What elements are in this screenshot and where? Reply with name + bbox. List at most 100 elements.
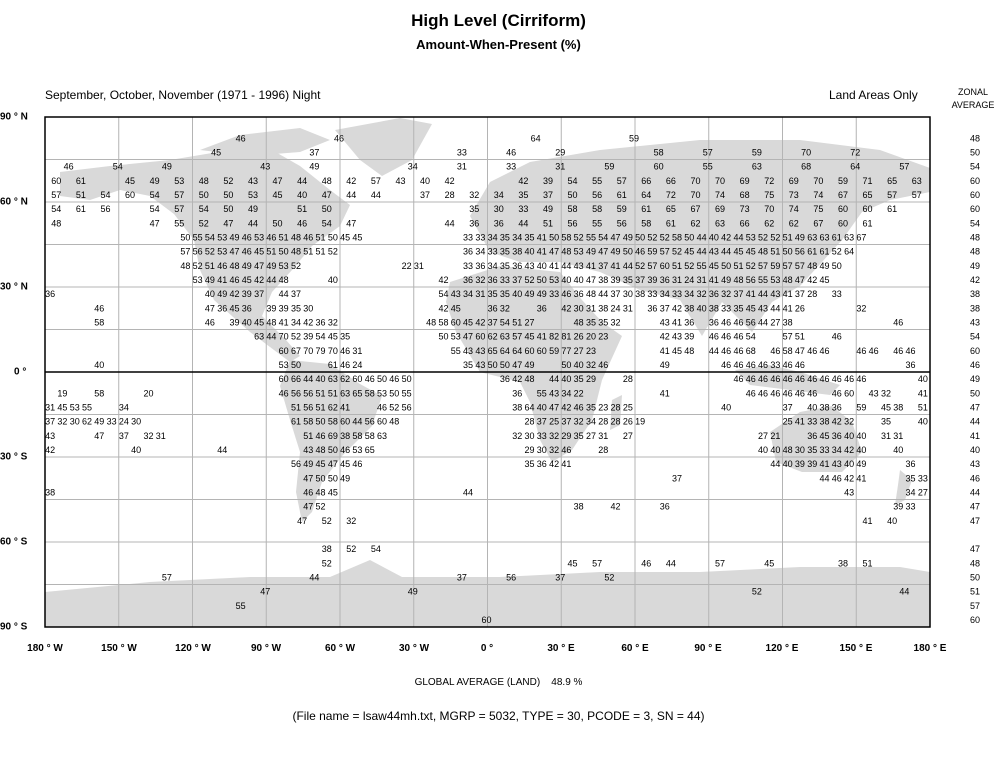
cell-value: 44 <box>518 218 528 228</box>
cell-value: 57 <box>180 247 190 257</box>
cell-value: 32 <box>549 431 559 441</box>
cell-value: 42 <box>445 176 455 186</box>
cell-value: 47 <box>795 275 805 285</box>
cell-value: 44 <box>733 232 743 242</box>
cell-value: 56 <box>365 417 375 427</box>
cell-value: 50 <box>377 374 387 384</box>
cell-value: 64 <box>500 346 510 356</box>
cell-value: 46 <box>770 388 780 398</box>
cell-value: 68 <box>801 162 811 172</box>
cell-value: 66 <box>291 374 301 384</box>
cell-value: 37 <box>561 417 571 427</box>
cell-value: 43 <box>475 360 485 370</box>
cell-value: 43 <box>463 346 473 356</box>
cell-value: 40 <box>561 275 571 285</box>
cell-value: 57 <box>703 147 713 157</box>
cell-value: 58 <box>672 232 682 242</box>
cell-value: 52 <box>770 232 780 242</box>
cell-value: 49 <box>150 176 160 186</box>
cell-value: 27 <box>770 317 780 327</box>
zonal-average-value: 60 <box>970 615 980 625</box>
cell-value: 48 <box>561 247 571 257</box>
cell-value: 27 <box>758 431 768 441</box>
cell-value: 57 <box>715 558 725 568</box>
cell-value: 36 <box>469 218 479 228</box>
cell-value: 44 <box>666 558 676 568</box>
cell-value: 61 <box>76 204 86 214</box>
cell-value: 45 <box>525 332 535 342</box>
cell-value: 45 <box>568 558 578 568</box>
cell-value: 52 <box>832 247 842 257</box>
global-average-value: 48.9 % <box>551 677 583 688</box>
cell-value: 37 <box>598 261 608 271</box>
cell-value: 51 <box>316 388 326 398</box>
cell-value: 52 <box>574 232 584 242</box>
cell-value: 52 <box>684 261 694 271</box>
cell-value: 46 <box>733 360 743 370</box>
cell-value: 27 <box>586 431 596 441</box>
cell-value: 32 <box>346 516 356 526</box>
cell-value: 50 <box>549 232 559 242</box>
cell-value: 51 <box>266 247 276 257</box>
zonal-average-value: 47 <box>970 544 980 554</box>
cell-value: 43 <box>758 303 768 313</box>
cell-value: 65 <box>863 190 873 200</box>
cell-value: 38 <box>512 402 522 412</box>
cell-value: 35 <box>574 374 584 384</box>
cell-value: 52 <box>758 232 768 242</box>
cell-value: 51 <box>543 218 553 228</box>
lat-label-60s: 60 ° S <box>0 536 28 548</box>
cell-value: 32 <box>611 317 621 327</box>
cell-value: 44 <box>248 218 258 228</box>
cell-value: 40 <box>893 445 903 455</box>
cell-value: 44 <box>623 261 633 271</box>
cell-value: 34 <box>906 487 916 497</box>
cell-value: 48 <box>758 247 768 257</box>
cell-value: 39 <box>230 317 240 327</box>
cell-value: 30 <box>537 445 547 455</box>
cell-value: 46 <box>832 332 842 342</box>
cell-value: 50 <box>402 374 412 384</box>
cell-value: 35 <box>463 360 473 370</box>
cell-value: 47 <box>322 190 332 200</box>
zonal-average-value: 38 <box>970 303 980 313</box>
cell-value: 56 <box>193 247 203 257</box>
cell-value: 50 <box>783 247 793 257</box>
cell-value: 30 <box>574 303 584 313</box>
cell-value: 49 <box>340 473 350 483</box>
cell-value: 40 <box>561 374 571 384</box>
cell-value: 46 <box>856 346 866 356</box>
lat-label-30s: 30 ° S <box>0 451 28 463</box>
zonal-average-value: 42 <box>970 275 980 285</box>
cell-value: 60 <box>838 218 848 228</box>
cell-value: 57 <box>912 190 922 200</box>
land-australia <box>770 406 862 472</box>
cell-value: 28 <box>598 445 608 455</box>
zonal-average-value: 51 <box>970 587 980 597</box>
land-africa <box>446 266 622 462</box>
cell-value: 54 <box>100 190 110 200</box>
cell-value: 33 <box>488 247 498 257</box>
cell-value: 46 <box>832 473 842 483</box>
cell-value: 48 <box>266 317 276 327</box>
cell-value: 34 <box>463 289 473 299</box>
cell-value: 33 <box>721 303 731 313</box>
cell-value: 46 <box>389 374 399 384</box>
land-madagascar <box>610 395 622 430</box>
cell-value: 36 <box>709 289 719 299</box>
zonal-average-value: 54 <box>970 218 980 228</box>
cell-value: 37 <box>555 572 565 582</box>
cell-value: 50 <box>389 388 399 398</box>
cell-value: 32 <box>469 190 479 200</box>
cell-value: 62 <box>82 417 92 427</box>
zonal-header-line-1: ZONAL <box>957 87 988 97</box>
cell-value: 46 <box>94 303 104 313</box>
cell-value: 46 <box>303 232 313 242</box>
cell-value: 53 <box>279 261 289 271</box>
cell-value: 55 <box>586 232 596 242</box>
cell-value: 44 <box>266 275 276 285</box>
cell-value: 51 <box>316 232 326 242</box>
cell-value: 55 <box>236 601 246 611</box>
cell-value: 74 <box>715 190 725 200</box>
cell-value: 65 <box>666 204 676 214</box>
